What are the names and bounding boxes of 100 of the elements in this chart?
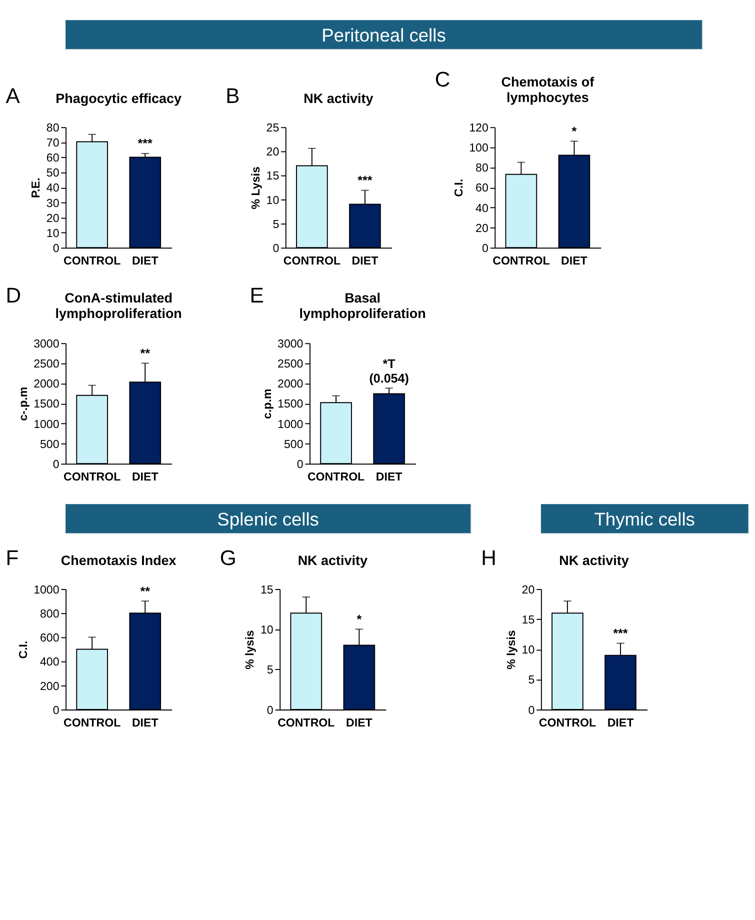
x-tick-label: CONTROL xyxy=(307,472,365,484)
y-tick-label: 20 xyxy=(46,212,60,225)
chart-title: Phagocytic efficacy xyxy=(56,91,182,106)
y-axis-title: c-.p.m xyxy=(18,386,30,421)
x-tick-label: CONTROL xyxy=(64,472,121,484)
chart-title: NK activity xyxy=(304,91,374,106)
y-axis-title: % Lysis xyxy=(250,166,263,210)
chart-title: NK activity xyxy=(559,552,630,568)
y-tick-label: 1500 xyxy=(34,398,60,411)
y-tick-label: 3000 xyxy=(278,338,304,350)
y-tick-label: 10 xyxy=(522,644,535,657)
x-tick-label: DIET xyxy=(607,717,634,730)
y-tick-label: 25 xyxy=(266,122,280,134)
y-tick-label: 15 xyxy=(522,614,535,626)
text: C xyxy=(434,68,450,92)
annotation: *T (0.054) xyxy=(369,356,409,386)
text: E xyxy=(250,284,264,308)
y-tick-label: 200 xyxy=(40,680,60,693)
y-tick-label: 600 xyxy=(40,632,60,645)
y-tick-label: 40 xyxy=(476,202,488,215)
y-tick-label: 60 xyxy=(46,152,60,165)
y-tick-label: 10 xyxy=(266,194,280,207)
y-tick-label: 1000 xyxy=(34,418,60,431)
y-tick-label: 5 xyxy=(266,664,274,677)
y-tick-label: 0 xyxy=(266,704,274,717)
chart-title: ConA-stimulated lymphoproliferation xyxy=(55,290,182,322)
annotation: * xyxy=(572,124,577,138)
y-tick-label: 0 xyxy=(528,704,535,717)
y-tick-label: 5 xyxy=(272,218,280,231)
annotation: * xyxy=(356,612,362,626)
y-tick-label: 20 xyxy=(522,584,535,596)
y-tick-label: 1500 xyxy=(278,398,304,411)
y-tick-label: 0 xyxy=(482,243,488,256)
y-tick-label: 120 xyxy=(469,122,488,134)
y-tick-label: 15 xyxy=(266,170,280,183)
y-axis-title: P.E. xyxy=(30,178,43,198)
x-tick-label: CONTROL xyxy=(278,717,335,730)
x-tick-label: CONTROL xyxy=(492,256,550,268)
y-tick-label: 400 xyxy=(40,656,60,669)
x-tick-label: CONTROL xyxy=(64,717,121,730)
y-tick-label: 70 xyxy=(46,138,60,150)
x-tick-label: DIET xyxy=(352,256,378,268)
x-tick-label: CONTROL xyxy=(64,256,121,268)
y-tick-label: 40 xyxy=(46,182,60,195)
x-tick-label: DIET xyxy=(561,256,588,268)
y-tick-label: 0 xyxy=(52,704,60,717)
y-tick-label: 0 xyxy=(296,458,304,471)
y-tick-label: 5 xyxy=(528,674,535,687)
y-tick-label: 0 xyxy=(52,243,60,256)
chart-title: NK activity xyxy=(298,552,368,568)
x-tick-label: DIET xyxy=(132,472,158,484)
text: B xyxy=(226,85,240,108)
chart-title: Chemotaxis of lymphocytes xyxy=(501,74,595,106)
y-tick-label: 1000 xyxy=(278,418,304,431)
y-tick-label: 2500 xyxy=(278,358,304,371)
text: H xyxy=(481,546,496,570)
annotation: ** xyxy=(140,584,150,598)
y-tick-label: 0 xyxy=(272,243,280,256)
x-tick-label: CONTROL xyxy=(538,717,596,730)
y-tick-label: 10 xyxy=(260,624,274,637)
y-tick-label: 15 xyxy=(260,584,274,596)
y-tick-label: 80 xyxy=(46,122,60,134)
x-tick-label: DIET xyxy=(376,472,402,484)
annotation: ** xyxy=(140,346,150,360)
y-axis-title: % lysis xyxy=(244,630,257,670)
text: Thymic cells xyxy=(594,508,695,530)
annotation: *** xyxy=(358,174,372,188)
x-tick-label: DIET xyxy=(132,717,158,730)
y-axis-title: c.p.m xyxy=(262,388,274,419)
x-tick-label: DIET xyxy=(132,256,158,268)
y-tick-label: 800 xyxy=(40,608,60,620)
text: Peritoneal cells xyxy=(322,24,446,46)
y-tick-label: 100 xyxy=(469,142,488,155)
y-tick-label: 30 xyxy=(46,198,60,210)
y-tick-label: 1000 xyxy=(34,584,60,596)
y-tick-label: 60 xyxy=(476,182,488,195)
y-tick-label: 20 xyxy=(266,146,280,159)
x-tick-label: CONTROL xyxy=(283,256,341,268)
y-tick-label: 80 xyxy=(476,162,488,175)
y-tick-label: 20 xyxy=(476,222,488,235)
y-tick-label: 2000 xyxy=(278,378,304,391)
y-axis-title: C.I. xyxy=(453,178,466,197)
y-axis-title: C.I. xyxy=(18,640,30,659)
y-tick-label: 500 xyxy=(284,438,304,451)
y-axis-title: % lysis xyxy=(506,630,518,670)
y-tick-label: 0 xyxy=(52,458,60,471)
chart-title: Chemotaxis Index xyxy=(60,552,177,568)
text: F xyxy=(6,546,19,570)
text: A xyxy=(6,85,21,108)
y-tick-label: 2500 xyxy=(34,358,60,371)
y-tick-label: 10 xyxy=(46,228,60,240)
y-tick-label: 2000 xyxy=(34,378,60,391)
x-tick-label: DIET xyxy=(346,717,372,730)
annotation: *** xyxy=(613,626,628,640)
text: D xyxy=(6,284,22,308)
y-tick-label: 50 xyxy=(46,168,60,180)
y-tick-label: 500 xyxy=(40,438,60,451)
chart-title: Basal lymphoproliferation xyxy=(299,290,426,322)
text: Splenic cells xyxy=(217,508,319,530)
y-tick-label: 3000 xyxy=(34,338,60,350)
